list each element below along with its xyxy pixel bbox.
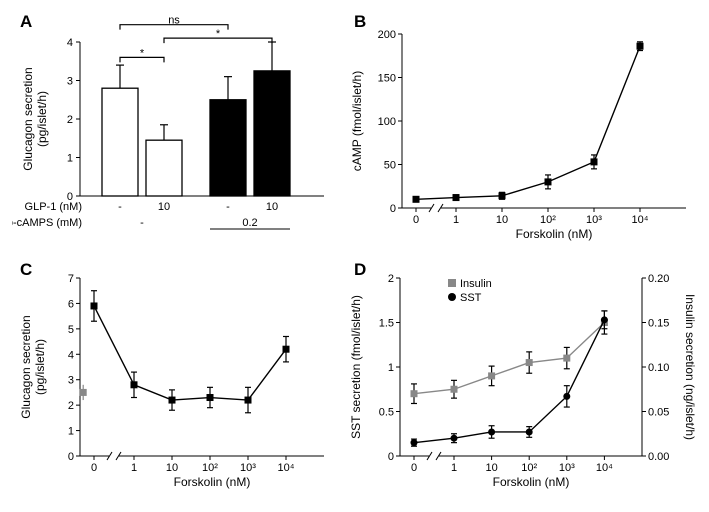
- svg-text:10³: 10³: [240, 462, 256, 474]
- svg-text:150: 150: [378, 73, 396, 85]
- svg-text:1: 1: [388, 362, 394, 374]
- svg-text:(pg/islet/h): (pg/islet/h): [33, 339, 47, 395]
- panel-b-chart: 0 50 100 150 200 0 1 10 10² 10³ 10⁴ Forskolin (nM) c…: [346, 12, 696, 250]
- svg-text:cAMP (fmol/islet/h): cAMP (fmol/islet/h): [350, 71, 364, 171]
- svg-text:1: 1: [451, 462, 457, 474]
- svg-text:Forskolin (nM): Forskolin (nM): [493, 475, 570, 489]
- svg-text:0.00: 0.00: [648, 451, 669, 463]
- svg-text:1: 1: [453, 214, 459, 226]
- svg-text:4: 4: [67, 37, 73, 49]
- svg-text:0.5: 0.5: [379, 407, 394, 419]
- svg-text:1: 1: [131, 462, 137, 474]
- svg-text:1.5: 1.5: [379, 318, 394, 330]
- panel-b-label: B: [354, 12, 366, 32]
- svg-text:2: 2: [388, 273, 394, 285]
- panel-a-label: A: [20, 12, 32, 32]
- svg-text:-: -: [226, 201, 230, 213]
- svg-text:50: 50: [384, 160, 396, 172]
- svg-text:-: -: [118, 201, 122, 213]
- svg-text:Insulin: Insulin: [460, 278, 492, 290]
- svg-text:2: 2: [67, 114, 73, 126]
- svg-text:3: 3: [67, 76, 73, 88]
- svg-text:Forskolin (nM): Forskolin (nM): [174, 475, 251, 489]
- panel-d-label: D: [354, 260, 366, 280]
- svg-text:1: 1: [67, 153, 73, 165]
- panel-c-label: C: [20, 260, 32, 280]
- svg-text:7: 7: [68, 273, 74, 285]
- svg-text:0: 0: [388, 451, 394, 463]
- svg-text:0.05: 0.05: [648, 407, 669, 419]
- svg-text:10: 10: [166, 462, 178, 474]
- svg-text:SST secretion (fmol/islet/h): SST secretion (fmol/islet/h): [349, 295, 363, 439]
- svg-text:10: 10: [485, 462, 497, 474]
- svg-text:10³: 10³: [559, 462, 575, 474]
- svg-text:*: *: [216, 28, 221, 40]
- svg-text:0: 0: [91, 462, 97, 474]
- svg-text:10: 10: [496, 214, 508, 226]
- panel-c-chart: 0 1 2 3 4 5 6 7 0 1 10 10² 10³ 10⁴ Forskolin (nM) Gluca…: [12, 260, 332, 498]
- svg-text:6: 6: [68, 298, 74, 310]
- svg-text:GLP-1 (nM): GLP-1 (nM): [25, 201, 82, 213]
- panel-d-chart: 0 0.5 1 1.5 2 0.00 0.05 0.10 0.15 0.20 0 1 10 10² 10³ 1…: [346, 260, 696, 498]
- panel-a-chart: 01234**nsGlucagon secretion(pg/islet/h)G…: [12, 12, 332, 250]
- svg-text:5: 5: [68, 324, 74, 336]
- svg-text:Insulin secretion (ng/islet/h): Insulin secretion (ng/islet/h): [683, 294, 696, 440]
- svg-text:10²: 10²: [521, 462, 537, 474]
- svg-text:10⁴: 10⁴: [632, 214, 649, 226]
- svg-text:Glucagon secretion: Glucagon secretion: [19, 315, 33, 418]
- svg-text:10³: 10³: [586, 214, 602, 226]
- svg-text:0: 0: [411, 462, 417, 474]
- svg-text:-: -: [140, 217, 144, 229]
- svg-text:3: 3: [68, 375, 74, 387]
- svg-text:0.2: 0.2: [242, 217, 257, 229]
- svg-text:10⁴: 10⁴: [278, 462, 295, 474]
- svg-text:(pg/islet/h): (pg/islet/h): [35, 91, 49, 147]
- svg-text:4: 4: [68, 349, 74, 361]
- svg-text:0.15: 0.15: [648, 318, 669, 330]
- svg-text:2: 2: [68, 400, 74, 412]
- svg-text:Glucagon secretion: Glucagon secretion: [21, 67, 35, 170]
- svg-text:Forskolin (nM): Forskolin (nM): [516, 227, 593, 241]
- svg-text:1: 1: [68, 426, 74, 438]
- svg-text:10⁴: 10⁴: [596, 462, 613, 474]
- svg-text:0.10: 0.10: [648, 362, 669, 374]
- svg-text:100: 100: [378, 116, 396, 128]
- svg-text:10: 10: [266, 201, 278, 213]
- svg-text:ns: ns: [168, 15, 180, 27]
- svg-text:0.20: 0.20: [648, 273, 669, 285]
- svg-text:10²: 10²: [202, 462, 218, 474]
- svg-text:Rp-cAMPS (mM): Rp-cAMPS (mM): [12, 217, 82, 229]
- svg-text:SST: SST: [460, 292, 482, 304]
- svg-text:0: 0: [413, 214, 419, 226]
- svg-text:10²: 10²: [540, 214, 556, 226]
- svg-text:200: 200: [378, 29, 396, 41]
- svg-text:0: 0: [390, 203, 396, 215]
- svg-text:0: 0: [68, 451, 74, 463]
- svg-text:10: 10: [158, 201, 170, 213]
- svg-text:*: *: [140, 47, 145, 59]
